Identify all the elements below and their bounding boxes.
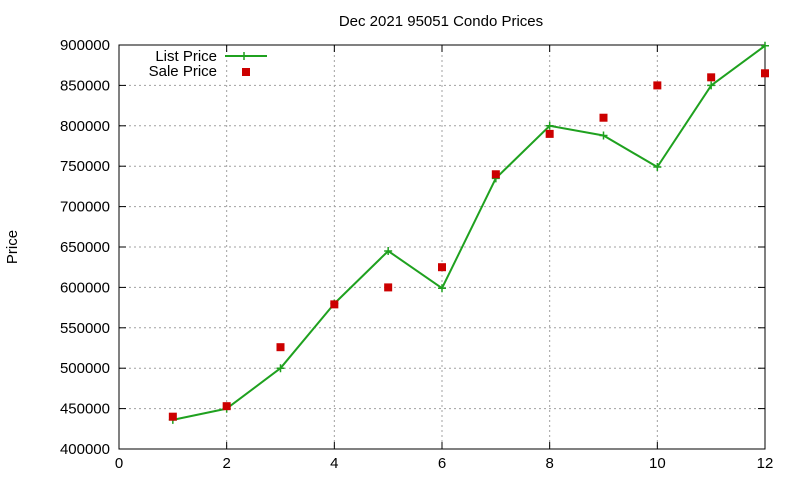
list-price-point <box>276 364 285 373</box>
sale-price-point <box>599 113 608 122</box>
x-tick-label: 10 <box>649 455 666 472</box>
list-price-point <box>707 81 716 90</box>
list-price-point <box>545 121 554 130</box>
x-tick-label: 8 <box>545 455 553 472</box>
y-tick-label: 550000 <box>60 320 110 337</box>
y-tick-label: 800000 <box>60 118 110 135</box>
legend-marker-list-price <box>240 52 248 60</box>
list-price-point <box>761 41 769 50</box>
y-tick-label: 650000 <box>60 239 110 256</box>
axis-ticks: 400000 450000 500000 550000 600000 650000 7000… <box>60 37 773 472</box>
y-tick-label: 750000 <box>60 158 110 175</box>
y-tick-label: 600000 <box>60 279 110 296</box>
legend-label-list-price: List Price <box>155 48 217 65</box>
legend-label-sale-price: Sale Price <box>149 63 217 80</box>
list-price-line <box>172 44 766 421</box>
sale-price-point <box>330 300 339 309</box>
x-tick-label: 6 <box>438 455 446 472</box>
list-price-point <box>384 247 393 256</box>
sale-price-point <box>491 170 500 179</box>
y-tick-label: 450000 <box>60 401 110 418</box>
y-tick-label: 850000 <box>60 77 110 94</box>
sale-price-point <box>761 69 769 78</box>
x-tick-label: 12 <box>757 455 774 472</box>
sale-price-point <box>545 129 554 138</box>
y-tick-label: 900000 <box>60 37 110 54</box>
y-axis-label: Price <box>4 230 21 264</box>
x-tick-label: 4 <box>330 455 338 472</box>
x-tick-label: 0 <box>115 455 123 472</box>
y-tick-label: 500000 <box>60 360 110 377</box>
sale-price-point <box>168 412 177 421</box>
legend: List Price Sale Price <box>149 48 267 80</box>
list-price-point <box>653 163 662 172</box>
list-price-point <box>599 131 608 140</box>
y-tick-label: 700000 <box>60 199 110 216</box>
series-layer <box>168 41 769 424</box>
sale-price-point <box>222 402 231 411</box>
chart-title: Dec 2021 95051 Condo Prices <box>339 13 543 30</box>
list-price-point <box>438 284 446 293</box>
sale-price-point <box>384 283 393 292</box>
sale-price-point <box>438 263 446 272</box>
x-tick-label: 2 <box>222 455 230 472</box>
grid <box>119 45 765 449</box>
y-tick-label: 400000 <box>60 441 110 458</box>
legend-marker-sale-price <box>242 68 250 76</box>
sale-price-point <box>276 343 285 352</box>
sale-price-point <box>653 81 662 90</box>
sale-price-point <box>707 73 716 82</box>
